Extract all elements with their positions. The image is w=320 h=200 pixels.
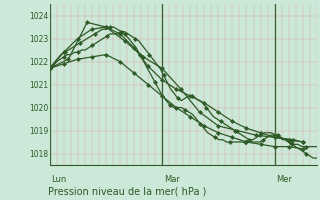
- Text: Mer: Mer: [276, 175, 292, 184]
- Text: Pression niveau de la mer( hPa ): Pression niveau de la mer( hPa ): [48, 186, 206, 196]
- Text: Lun: Lun: [51, 175, 67, 184]
- Text: Mar: Mar: [164, 175, 180, 184]
